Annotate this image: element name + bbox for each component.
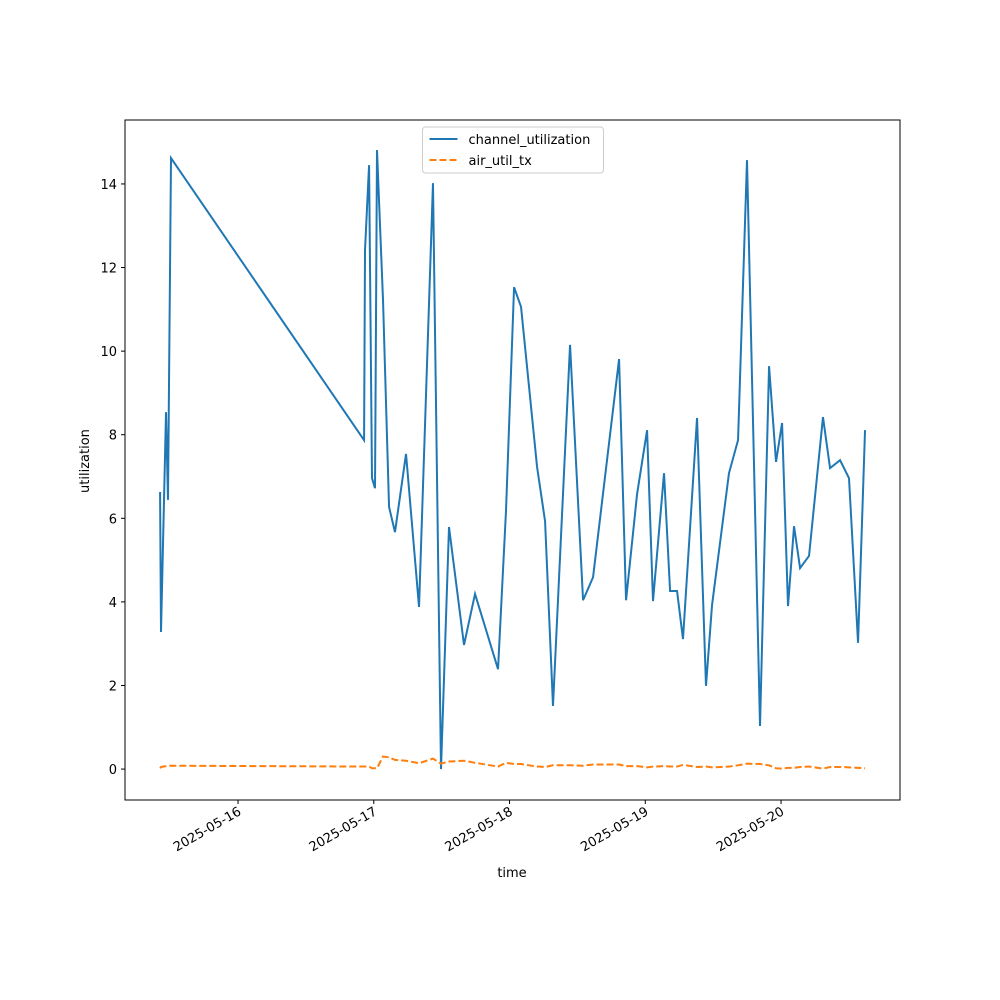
plot-frame bbox=[124, 119, 901, 801]
y-tick-label: 4 bbox=[109, 596, 117, 611]
x-axis-label: time bbox=[497, 866, 526, 881]
series-line bbox=[159, 150, 867, 770]
y-tick-label: 0 bbox=[109, 763, 117, 778]
y-tick-label: 10 bbox=[100, 345, 117, 360]
y-axis-label: utilization bbox=[78, 429, 93, 493]
y-tick-label: 6 bbox=[109, 512, 117, 527]
legend-box bbox=[422, 126, 604, 174]
legend-label: channel_utilization bbox=[469, 133, 591, 148]
y-tick-label: 12 bbox=[100, 262, 117, 277]
series-line bbox=[159, 755, 866, 770]
legend-label: air_util_tx bbox=[469, 154, 533, 169]
y-tick-label: 2 bbox=[109, 679, 117, 694]
y-tick-label: 14 bbox=[100, 178, 117, 193]
y-tick-label: 8 bbox=[109, 429, 117, 444]
